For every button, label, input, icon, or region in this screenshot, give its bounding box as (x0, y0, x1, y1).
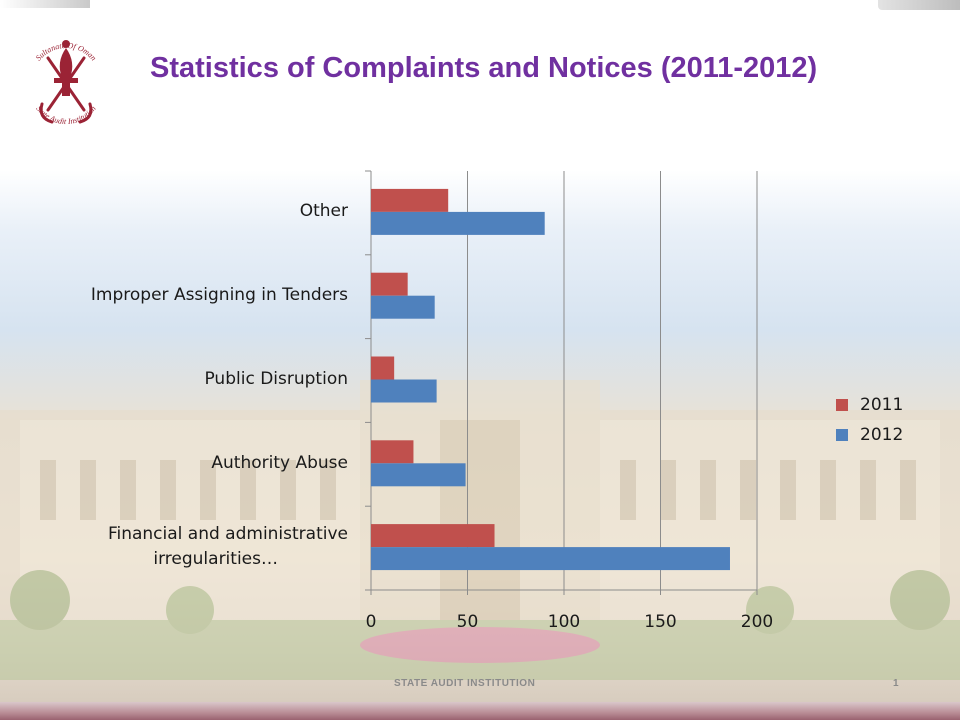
bar-2011-3 (371, 272, 408, 296)
x-tick-label: 50 (456, 612, 479, 632)
category-label: Financial and administrative irregulariti… (108, 522, 348, 572)
legend-label-2012: 2012 (860, 425, 904, 445)
slide-title: Statistics of Complaints and Notices (20… (150, 52, 818, 84)
legend-item-2012: 2012 (836, 420, 946, 450)
category-label-line: Authority Abuse (211, 452, 348, 473)
legend-item-2011: 2011 (836, 390, 946, 420)
footer-institution-name: STATE AUDIT INSTITUTION (394, 678, 536, 689)
chart-legend: 2011 2012 (836, 390, 946, 450)
category-label-line: Improper Assigning in Tenders (90, 285, 348, 306)
bar-2012-0 (371, 547, 730, 571)
x-tick-label: 200 (740, 612, 774, 632)
category-label-line: irregularities… (153, 549, 278, 570)
x-tick-label: 150 (644, 612, 677, 632)
legend-label-2011: 2011 (860, 395, 904, 415)
legend-swatch-2011 (836, 399, 848, 411)
state-audit-institution-logo: Sultanate Of Oman State Audit Institutio… (34, 40, 98, 126)
top-left-decor-bar (0, 0, 90, 8)
top-right-decor-bar (878, 0, 960, 10)
category-label-line: Financial and administrative (107, 524, 348, 545)
x-tick-label: 100 (547, 612, 581, 632)
category-label-line: Other (299, 201, 348, 222)
bar-chart (365, 170, 758, 595)
bar-2012-1 (371, 463, 466, 487)
bar-2011-4 (371, 188, 449, 212)
bar-2011-0 (371, 524, 495, 548)
bar-2012-2 (371, 379, 437, 403)
svg-text:State Audit Institution: State Audit Institution (34, 104, 97, 126)
x-tick-label: 0 (365, 612, 377, 632)
bar-2011-2 (371, 356, 395, 380)
bar-2012-3 (371, 295, 435, 319)
bar-2011-1 (371, 440, 414, 464)
category-label-line: Public Disruption (204, 369, 348, 389)
bar-2012-4 (371, 211, 545, 235)
category-label: Authority Abuse (211, 451, 348, 476)
footer-bar (0, 702, 960, 720)
category-label: Other (300, 199, 348, 224)
legend-swatch-2012 (836, 429, 848, 441)
category-label: Public Disruption (204, 367, 348, 392)
page-number: 1 (893, 678, 899, 689)
category-label: Improper Assigning in Tenders (91, 283, 348, 308)
